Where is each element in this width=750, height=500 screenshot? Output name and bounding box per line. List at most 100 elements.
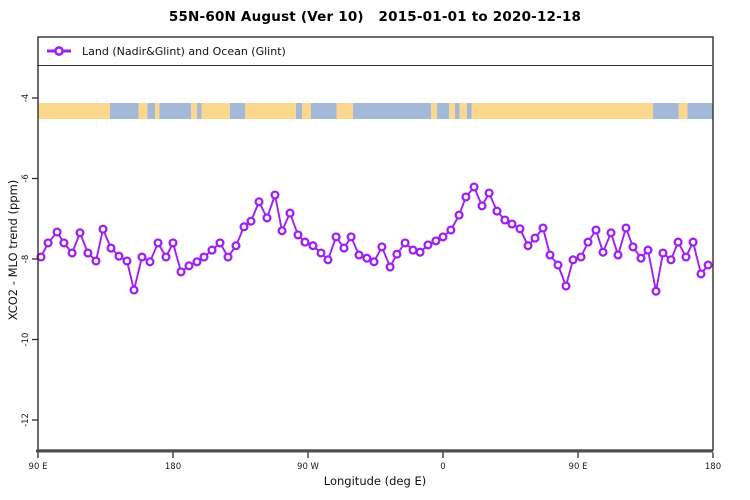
data-point [576, 252, 586, 262]
y-tick-label: -4 [21, 94, 31, 102]
data-point [658, 248, 668, 258]
data-point [83, 248, 93, 258]
data-point [254, 197, 264, 207]
y-tick-label: -8 [21, 255, 31, 263]
data-point [392, 249, 402, 259]
data-point [636, 253, 646, 263]
data-point [308, 241, 318, 251]
data-point [666, 255, 676, 265]
data-point [52, 227, 62, 237]
data-point [461, 192, 471, 202]
data-point [454, 210, 464, 220]
data-point [703, 260, 713, 270]
data-point [369, 257, 379, 267]
data-point [613, 250, 623, 260]
data-point [408, 245, 418, 255]
data-point [469, 182, 479, 192]
data-point [431, 236, 441, 246]
data-point [568, 255, 578, 265]
data-point [114, 251, 124, 261]
data-point [184, 261, 194, 271]
data-point [231, 241, 241, 251]
data-point [176, 267, 186, 277]
data-point [122, 256, 132, 266]
data-point [583, 237, 593, 247]
x-tick-label: 180 [165, 462, 181, 472]
x-tick-label: 90 W [297, 462, 320, 472]
data-point [643, 245, 653, 255]
data-point [199, 252, 209, 262]
data-point [192, 257, 202, 267]
map-strip-ocean-segment [197, 103, 202, 119]
data-point [207, 245, 217, 255]
x-tick-label: 90 E [29, 462, 48, 472]
data-point [492, 206, 502, 216]
legend: Land (Nadir&Glint) and Ocean (Glint) [37, 37, 712, 66]
data-point [591, 225, 601, 235]
x-tick-label: 180 [705, 462, 721, 472]
series-line [40, 185, 709, 292]
data-point [168, 238, 178, 248]
map-strip-ocean-segment [147, 103, 155, 119]
data-point [277, 226, 287, 236]
data-point [500, 215, 510, 225]
data-point [239, 222, 249, 232]
data-point [545, 250, 555, 260]
data-point [161, 252, 171, 262]
data-point [323, 255, 333, 265]
x-tick-label: 90 E [569, 462, 588, 472]
data-point [270, 190, 280, 200]
data-point [223, 252, 233, 262]
plot-box [37, 36, 714, 451]
map-strip-ocean-segment [467, 103, 472, 119]
data-point [262, 213, 272, 223]
y-tick-label: -10 [21, 333, 31, 347]
map-strip-ocean-segment [653, 103, 679, 119]
data-point [43, 238, 53, 248]
data-point [137, 252, 147, 262]
legend-line-circle-icon [47, 46, 71, 56]
map-strip-ocean-segment [110, 103, 139, 119]
data-point [507, 219, 517, 229]
data-point [628, 242, 638, 252]
data-point [67, 248, 77, 258]
data-point [681, 252, 691, 262]
data-point [215, 238, 225, 248]
data-point [515, 224, 525, 234]
data-point [300, 237, 310, 247]
x-axis-title: Longitude (deg E) [323, 474, 427, 488]
data-point [484, 188, 494, 198]
data-point [145, 257, 155, 267]
data-point [377, 242, 387, 252]
data-point [651, 286, 661, 296]
data-point [293, 230, 303, 240]
data-point [438, 232, 448, 242]
data-point [106, 243, 116, 253]
data-point [331, 232, 341, 242]
data-point [561, 281, 571, 291]
data-point [400, 238, 410, 248]
data-point [446, 225, 456, 235]
data-point [91, 256, 101, 266]
data-point [530, 233, 540, 243]
data-point [523, 241, 533, 251]
data-point [415, 247, 425, 257]
data-point [246, 216, 256, 226]
data-point [362, 253, 372, 263]
map-strip-ocean-segment [437, 103, 449, 119]
map-strip-ocean-segment [311, 103, 337, 119]
data-point [129, 285, 139, 295]
y-axis-title: XCO2 - MLO trend (ppm) [6, 179, 20, 321]
series-markers [36, 182, 713, 296]
y-tick-label: -12 [21, 413, 31, 427]
y-tick-label: -6 [21, 174, 31, 182]
map-strip-ocean-segment [353, 103, 431, 119]
x-tick-label: 0 [440, 462, 445, 472]
data-point [553, 260, 563, 270]
data-point [598, 247, 608, 257]
data-point [621, 223, 631, 233]
map-strip-ocean-segment [687, 103, 713, 119]
data-point [285, 208, 295, 218]
data-point [339, 243, 349, 253]
